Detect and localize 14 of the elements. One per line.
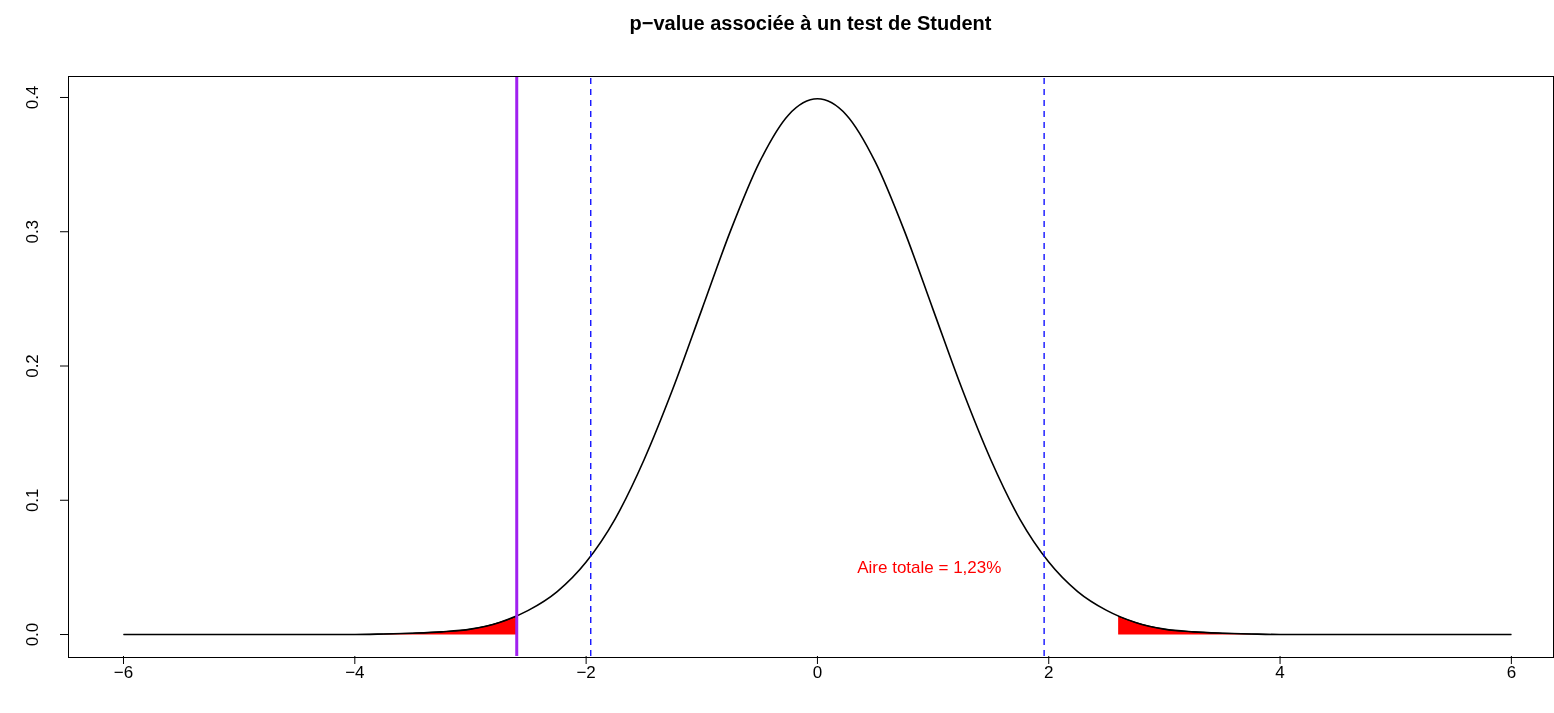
chart-title: p−value associée à un test de Student	[628, 12, 993, 35]
x-tick-label: 2	[1044, 663, 1054, 683]
annotation: Aire totale = 1,23%	[856, 558, 1003, 578]
y-tick-label: 0.3	[23, 219, 42, 244]
y-tick-label: 0.4	[23, 85, 42, 110]
y-tick-label: 0.2	[23, 354, 42, 378]
y-tick-label: 0.0	[23, 622, 42, 647]
y-tick-label: 0.1	[23, 488, 42, 513]
x-tick-label: 4	[1275, 663, 1285, 683]
x-tick-label: 0	[812, 663, 823, 683]
x-tick-label: −2	[576, 663, 596, 683]
x-tick-label: 6	[1506, 663, 1517, 683]
x-tick-label: −6	[113, 663, 134, 683]
x-tick-label: −4	[345, 663, 365, 683]
